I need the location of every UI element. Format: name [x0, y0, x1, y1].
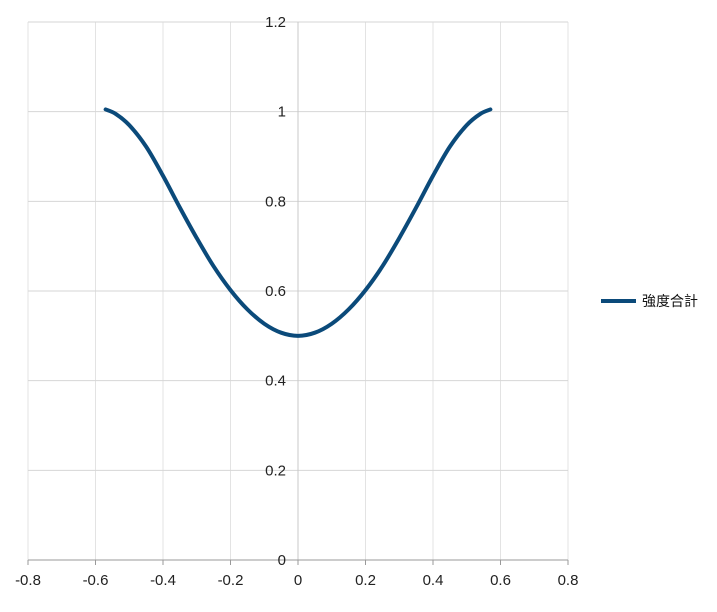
x-tick-label: 0.6	[490, 572, 511, 589]
axes	[27, 22, 569, 565]
x-tick-label: 0.4	[423, 572, 444, 589]
x-tick-label: 0.2	[355, 572, 376, 589]
series-line	[103, 107, 493, 338]
x-tick-label: -0.4	[150, 572, 176, 589]
legend-label: 強度合計	[642, 294, 698, 310]
series-layer	[103, 107, 493, 338]
y-tick-label: 1.2	[265, 14, 286, 31]
x-tick-label: -0.6	[83, 572, 109, 589]
y-tick-label: 0.2	[265, 462, 286, 479]
x-tick-label: 0	[294, 572, 302, 589]
y-tick-labels: 0 0.2 0.4 0.6 0.8 1 1.2	[265, 14, 286, 569]
x-tick-labels: -0.8 -0.6 -0.4 -0.2 0 0.2 0.4 0.6 0.8	[15, 572, 578, 589]
y-tick-label: 1	[278, 104, 286, 121]
y-tick-label: 0.6	[265, 283, 286, 300]
x-tick-label: -0.8	[15, 572, 41, 589]
y-tick-label: 0.8	[265, 193, 286, 210]
y-tick-label: 0	[278, 552, 286, 569]
x-tick-label: 0.8	[558, 572, 579, 589]
legend: 強度合計	[601, 294, 698, 310]
x-tick-label: -0.2	[218, 572, 244, 589]
y-tick-label: 0.4	[265, 373, 286, 390]
